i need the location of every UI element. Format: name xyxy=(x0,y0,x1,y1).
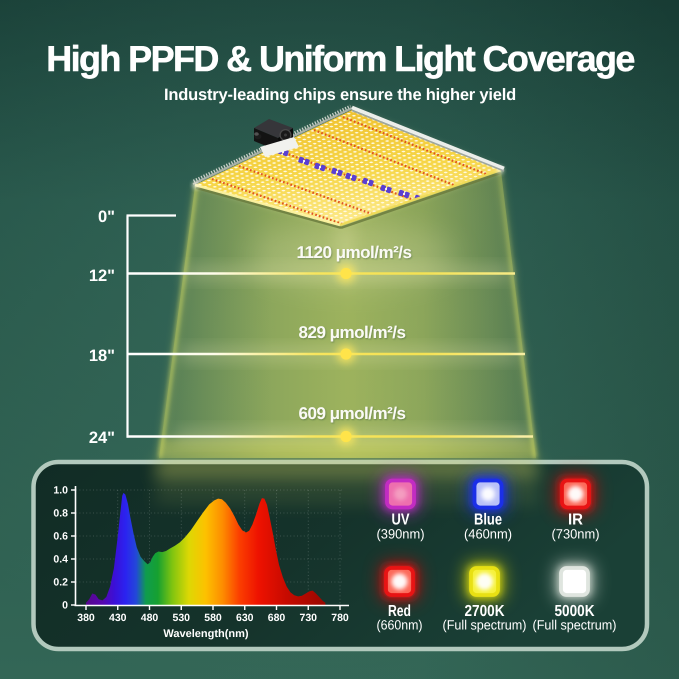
svg-text:0.6: 0.6 xyxy=(53,531,68,543)
svg-text:Red: Red xyxy=(388,603,411,620)
svg-text:UV: UV xyxy=(392,511,410,528)
svg-text:12": 12" xyxy=(89,267,115,285)
svg-text:(460nm): (460nm) xyxy=(464,526,512,541)
svg-text:0: 0 xyxy=(62,600,68,612)
svg-text:(Full spectrum): (Full spectrum) xyxy=(443,617,527,632)
svg-text:780: 780 xyxy=(331,612,349,624)
svg-text:480: 480 xyxy=(141,612,159,624)
svg-text:High PPFD & Uniform Light Cove: High PPFD & Uniform Light Coverage xyxy=(46,38,634,79)
svg-text:0.2: 0.2 xyxy=(53,577,68,589)
svg-text:530: 530 xyxy=(172,612,190,624)
svg-text:2700K: 2700K xyxy=(465,603,505,620)
svg-text:1120 μmol/m²/s: 1120 μmol/m²/s xyxy=(297,243,412,262)
svg-text:829 μmol/m²/s: 829 μmol/m²/s xyxy=(299,323,406,342)
svg-text:Wavelength(nm): Wavelength(nm) xyxy=(163,628,248,640)
svg-text:609 μmol/m²/s: 609 μmol/m²/s xyxy=(299,404,406,423)
svg-text:0.8: 0.8 xyxy=(53,508,68,520)
svg-text:0.4: 0.4 xyxy=(53,554,68,566)
svg-text:430: 430 xyxy=(109,612,127,624)
svg-text:380: 380 xyxy=(77,612,95,624)
svg-text:(Full spectrum): (Full spectrum) xyxy=(533,617,617,632)
svg-text:0": 0" xyxy=(98,208,115,226)
svg-text:18": 18" xyxy=(89,347,115,365)
svg-text:630: 630 xyxy=(236,612,254,624)
svg-text:Blue: Blue xyxy=(474,511,502,528)
svg-text:24": 24" xyxy=(89,429,115,447)
svg-text:(660nm): (660nm) xyxy=(377,617,423,632)
svg-text:(730nm): (730nm) xyxy=(552,526,600,541)
svg-text:(390nm): (390nm) xyxy=(377,526,425,541)
svg-text:580: 580 xyxy=(204,612,222,624)
svg-text:IR: IR xyxy=(568,511,583,528)
svg-text:5000K: 5000K xyxy=(555,603,595,620)
svg-text:730: 730 xyxy=(299,612,317,624)
svg-text:680: 680 xyxy=(268,612,286,624)
svg-text:1.0: 1.0 xyxy=(53,485,68,497)
svg-text:Industry-leading chips ensure: Industry-leading chips ensure the higher… xyxy=(164,86,516,104)
